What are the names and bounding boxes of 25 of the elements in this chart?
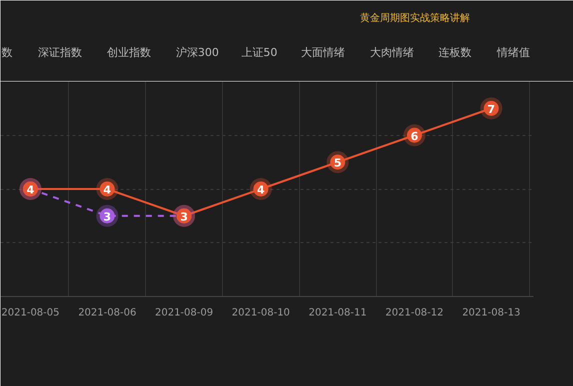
text: 上证50 (241, 46, 278, 59)
x-tick-label: 2021-08-05 (1, 308, 60, 318)
x-tick-label: 2021-08-13 (462, 308, 520, 318)
data-label: 7 (487, 102, 496, 116)
data-label: 4 (257, 184, 266, 196)
text: 黄金周期图实战策略讲解 (360, 12, 470, 24)
x-tick-label: 2021-08-09 (154, 308, 214, 318)
x-tick-label: 2021-08-12 (385, 308, 444, 318)
data-label: 4 (26, 184, 35, 196)
text: 情绪值 (496, 46, 530, 59)
x-tick-label: 2021-08-11 (308, 308, 367, 318)
x-tick-label: 2021-08-06 (78, 308, 136, 318)
text: 大面情绪 (300, 46, 345, 59)
data-label: 3 (103, 210, 112, 224)
text: 创业指数 (107, 46, 152, 59)
data-label: 6 (410, 130, 419, 143)
text: 数 (1, 46, 12, 59)
text: 深证指数 (38, 46, 82, 59)
data-label: 3 (180, 210, 188, 224)
x-tick-label: 2021-08-10 (232, 308, 290, 318)
text: 沪深300 (176, 46, 219, 59)
text: 大肉情绪 (370, 46, 414, 59)
data-label: 4 (103, 184, 112, 196)
data-label: 5 (334, 156, 342, 170)
text: 连板数 (438, 46, 472, 59)
